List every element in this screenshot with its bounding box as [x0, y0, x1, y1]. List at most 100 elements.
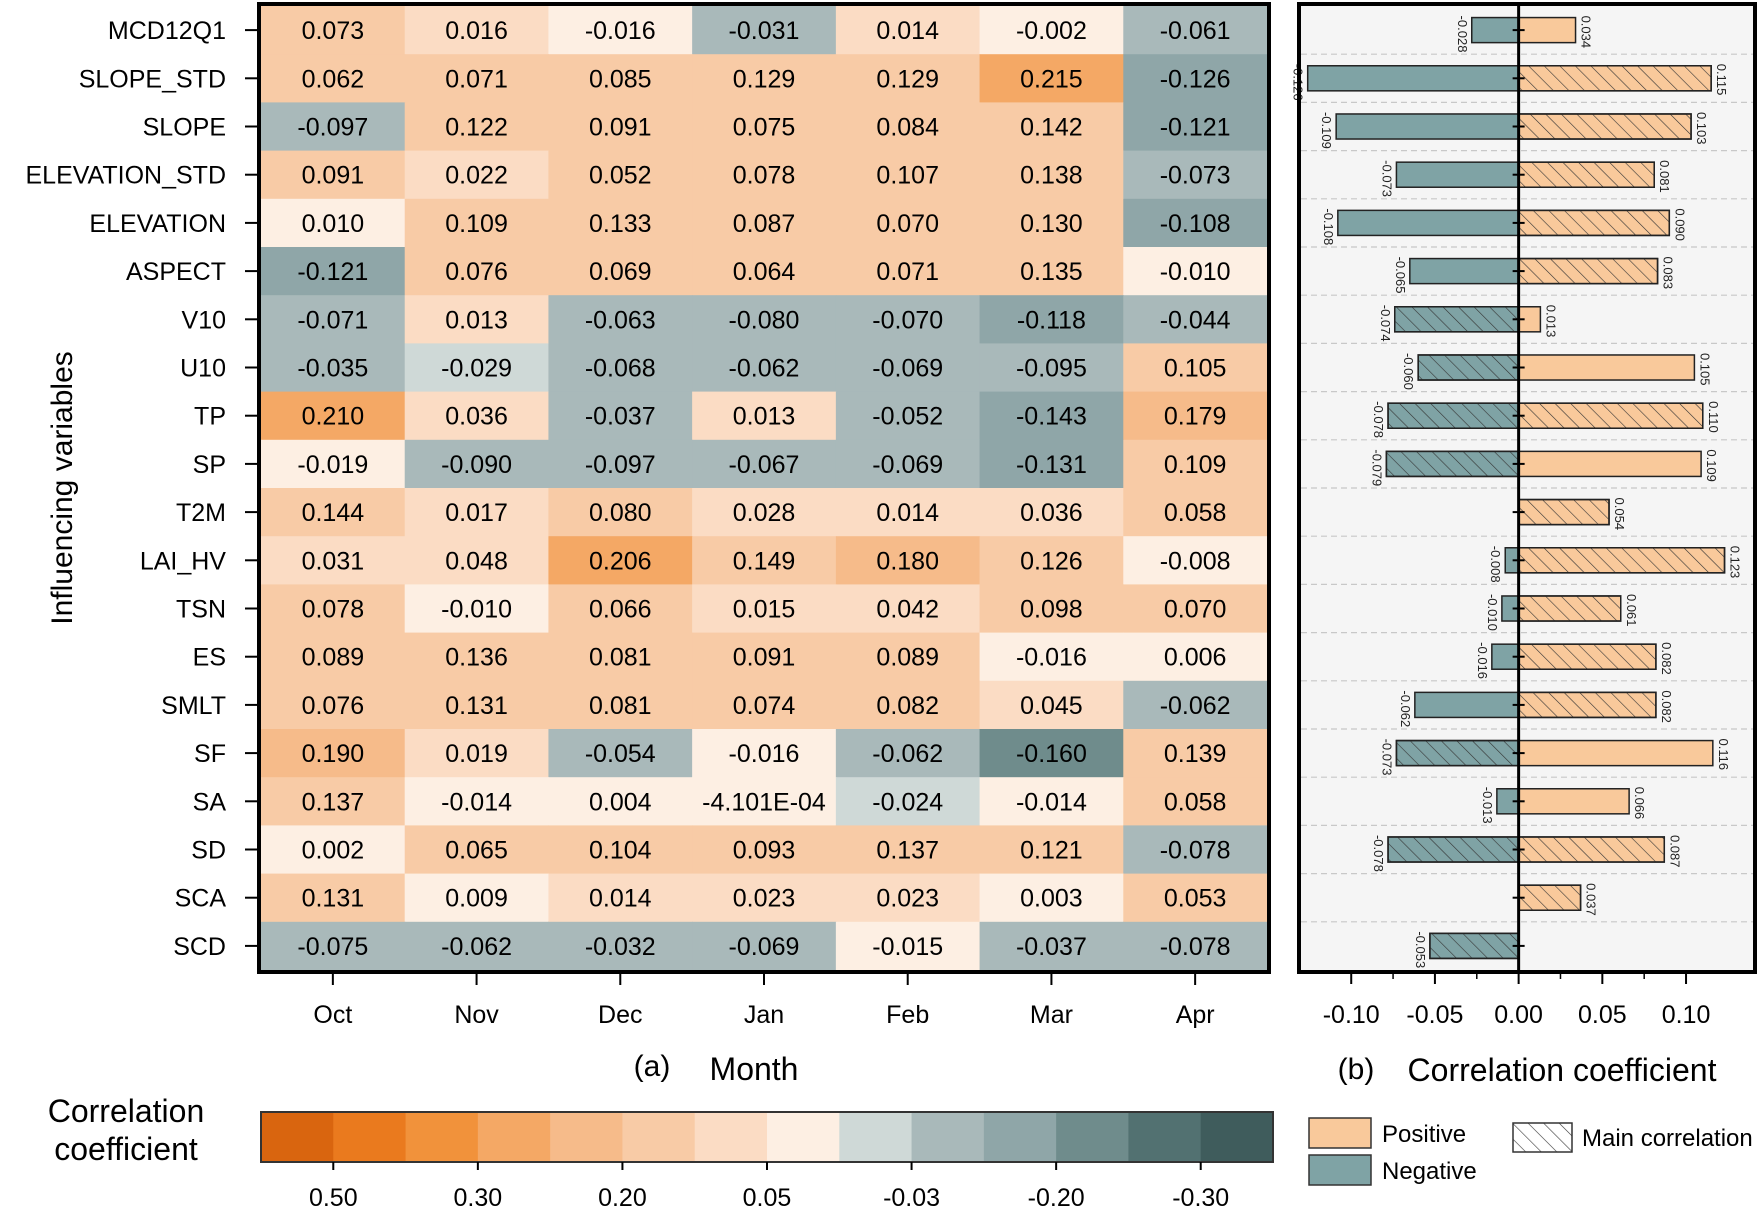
heatmap-cell [692, 150, 837, 200]
heatmap-value-label: 0.002 [302, 837, 365, 865]
bar-x-tick-label: 0.05 [1578, 1001, 1627, 1029]
negative-bar [1409, 257, 1520, 285]
heatmap-value-label: -0.061 [1160, 17, 1231, 45]
heatmap-cell [835, 295, 981, 344]
heatmap-cell [548, 873, 693, 923]
heatmap-x-tick-label: Mar [1030, 1001, 1073, 1029]
heatmap-cell [548, 439, 693, 489]
heatmap-y-tick-label: SCD [173, 933, 226, 961]
colorbar-swatch [911, 1112, 985, 1162]
heatmap-value-label: -0.160 [1016, 740, 1087, 768]
heatmap-value-label: -0.073 [1160, 162, 1231, 190]
heatmap-cell [979, 6, 1124, 55]
heatmap-value-label: 0.149 [733, 547, 796, 575]
main-correlation-hatch [1517, 547, 1726, 574]
heatmap-cell [979, 729, 1124, 778]
bar-marks [1306, 16, 1726, 960]
negative-bar-label: -0.073 [1379, 739, 1394, 776]
heatmap-cell [1123, 536, 1268, 585]
heatmap-y-tick-label: SLOPE_STD [79, 65, 226, 93]
heatmap-value-label: 0.139 [1164, 740, 1227, 768]
heatmap-cell [979, 584, 1124, 634]
legend-negative-swatch [1308, 1154, 1372, 1186]
heatmap-cell [404, 439, 550, 489]
heatmap-cell [548, 825, 693, 875]
heatmap-cell [835, 6, 981, 55]
heatmap-panel: 0.073 0.016 -0.016 -0.031 0.014 -0.002 -0.061 0… [25, 2, 1271, 1087]
heatmap-cell [979, 54, 1124, 103]
heatmap-cell [261, 921, 406, 971]
heatmap-cell [692, 873, 837, 923]
heatmap-cell [404, 536, 550, 585]
heatmap-value-label: -0.143 [1016, 403, 1087, 431]
heatmap-cell [979, 295, 1124, 344]
main-correlation-hatch [1517, 884, 1582, 911]
heatmap-cell [261, 295, 406, 344]
heatmap-value-label: 0.087 [733, 210, 796, 238]
negative-bar [1395, 161, 1520, 188]
heatmap-cell [979, 150, 1124, 200]
heatmap-value-label: 0.022 [445, 162, 508, 190]
heatmap-value-label: 0.136 [445, 644, 508, 672]
heatmap-cell [261, 150, 406, 200]
heatmap-cell [404, 632, 550, 682]
colorbar-swatches [261, 1112, 1274, 1162]
colorbar-swatch [1200, 1112, 1274, 1162]
heatmap-cell [404, 584, 550, 634]
heatmap-value-label: -0.037 [1016, 933, 1087, 961]
negative-bar-label: -0.053 [1413, 931, 1428, 968]
main-correlation-hatch [1517, 836, 1666, 863]
heatmap-value-label: 0.078 [733, 162, 796, 190]
heatmap-value-label: 0.129 [733, 65, 796, 93]
colorbar-swatch [261, 1112, 334, 1162]
main-correlation-hatch [1517, 113, 1692, 140]
heatmap-x-axis-label: Month [710, 1051, 799, 1087]
main-correlation-hatch [1517, 498, 1610, 526]
heatmap-cell [1123, 921, 1268, 971]
heatmap-value-label: -0.052 [872, 403, 943, 431]
heatmap-cell [1123, 54, 1268, 103]
heatmap-cell [979, 777, 1124, 826]
heatmap-value-label: 0.081 [589, 692, 652, 720]
heatmap-value-label: 0.076 [302, 692, 365, 720]
heatmap-cell [404, 54, 550, 103]
negative-bar [1471, 16, 1520, 44]
heatmap-value-label: 0.058 [1164, 499, 1227, 527]
heatmap-cell [548, 54, 693, 103]
positive-bar [1517, 739, 1714, 767]
heatmap-cell [692, 921, 837, 971]
heatmap-value-label: 0.082 [876, 692, 939, 720]
heatmap-cell [835, 439, 981, 489]
negative-bar-label: -0.010 [1485, 594, 1500, 631]
heatmap-value-label: -0.131 [1016, 451, 1087, 479]
heatmap-cell [835, 102, 981, 152]
heatmap-cell [979, 198, 1124, 248]
positive-bar-label: 0.105 [1697, 353, 1712, 386]
negative-bar-label: -0.108 [1321, 208, 1336, 245]
heatmap-y-tick-label: ES [193, 644, 226, 672]
positive-bar-label: 0.061 [1624, 594, 1639, 627]
heatmap-cells [261, 6, 1268, 971]
heatmap-value-label: 0.019 [445, 740, 508, 768]
heatmap-cell [979, 873, 1124, 923]
heatmap-y-tick-label: TP [194, 403, 226, 431]
heatmap-value-label: 0.091 [589, 114, 652, 142]
positive-bar-label: 0.087 [1667, 835, 1682, 868]
heatmap-value-label: 0.080 [589, 499, 652, 527]
heatmap-cell [404, 102, 550, 152]
heatmap-value-label: 0.179 [1164, 403, 1227, 431]
heatmap-value-label: 0.069 [589, 258, 652, 286]
heatmap-cell [1123, 632, 1268, 682]
negative-bar-label: -0.013 [1480, 787, 1495, 824]
heatmap-cell [261, 777, 406, 826]
positive-bar-label: 0.066 [1632, 787, 1647, 820]
heatmap-cell [261, 632, 406, 682]
heatmap-value-label: 0.036 [1020, 499, 1083, 527]
heatmap-cell [404, 150, 550, 200]
heatmap-cell [692, 102, 837, 152]
heatmap-cell [1123, 777, 1268, 826]
negative-bar-label: -0.109 [1319, 112, 1334, 149]
heatmap-cell [835, 729, 981, 778]
heatmap-y-tick-label: SD [191, 837, 226, 865]
heatmap-value-label: 0.144 [302, 499, 365, 527]
